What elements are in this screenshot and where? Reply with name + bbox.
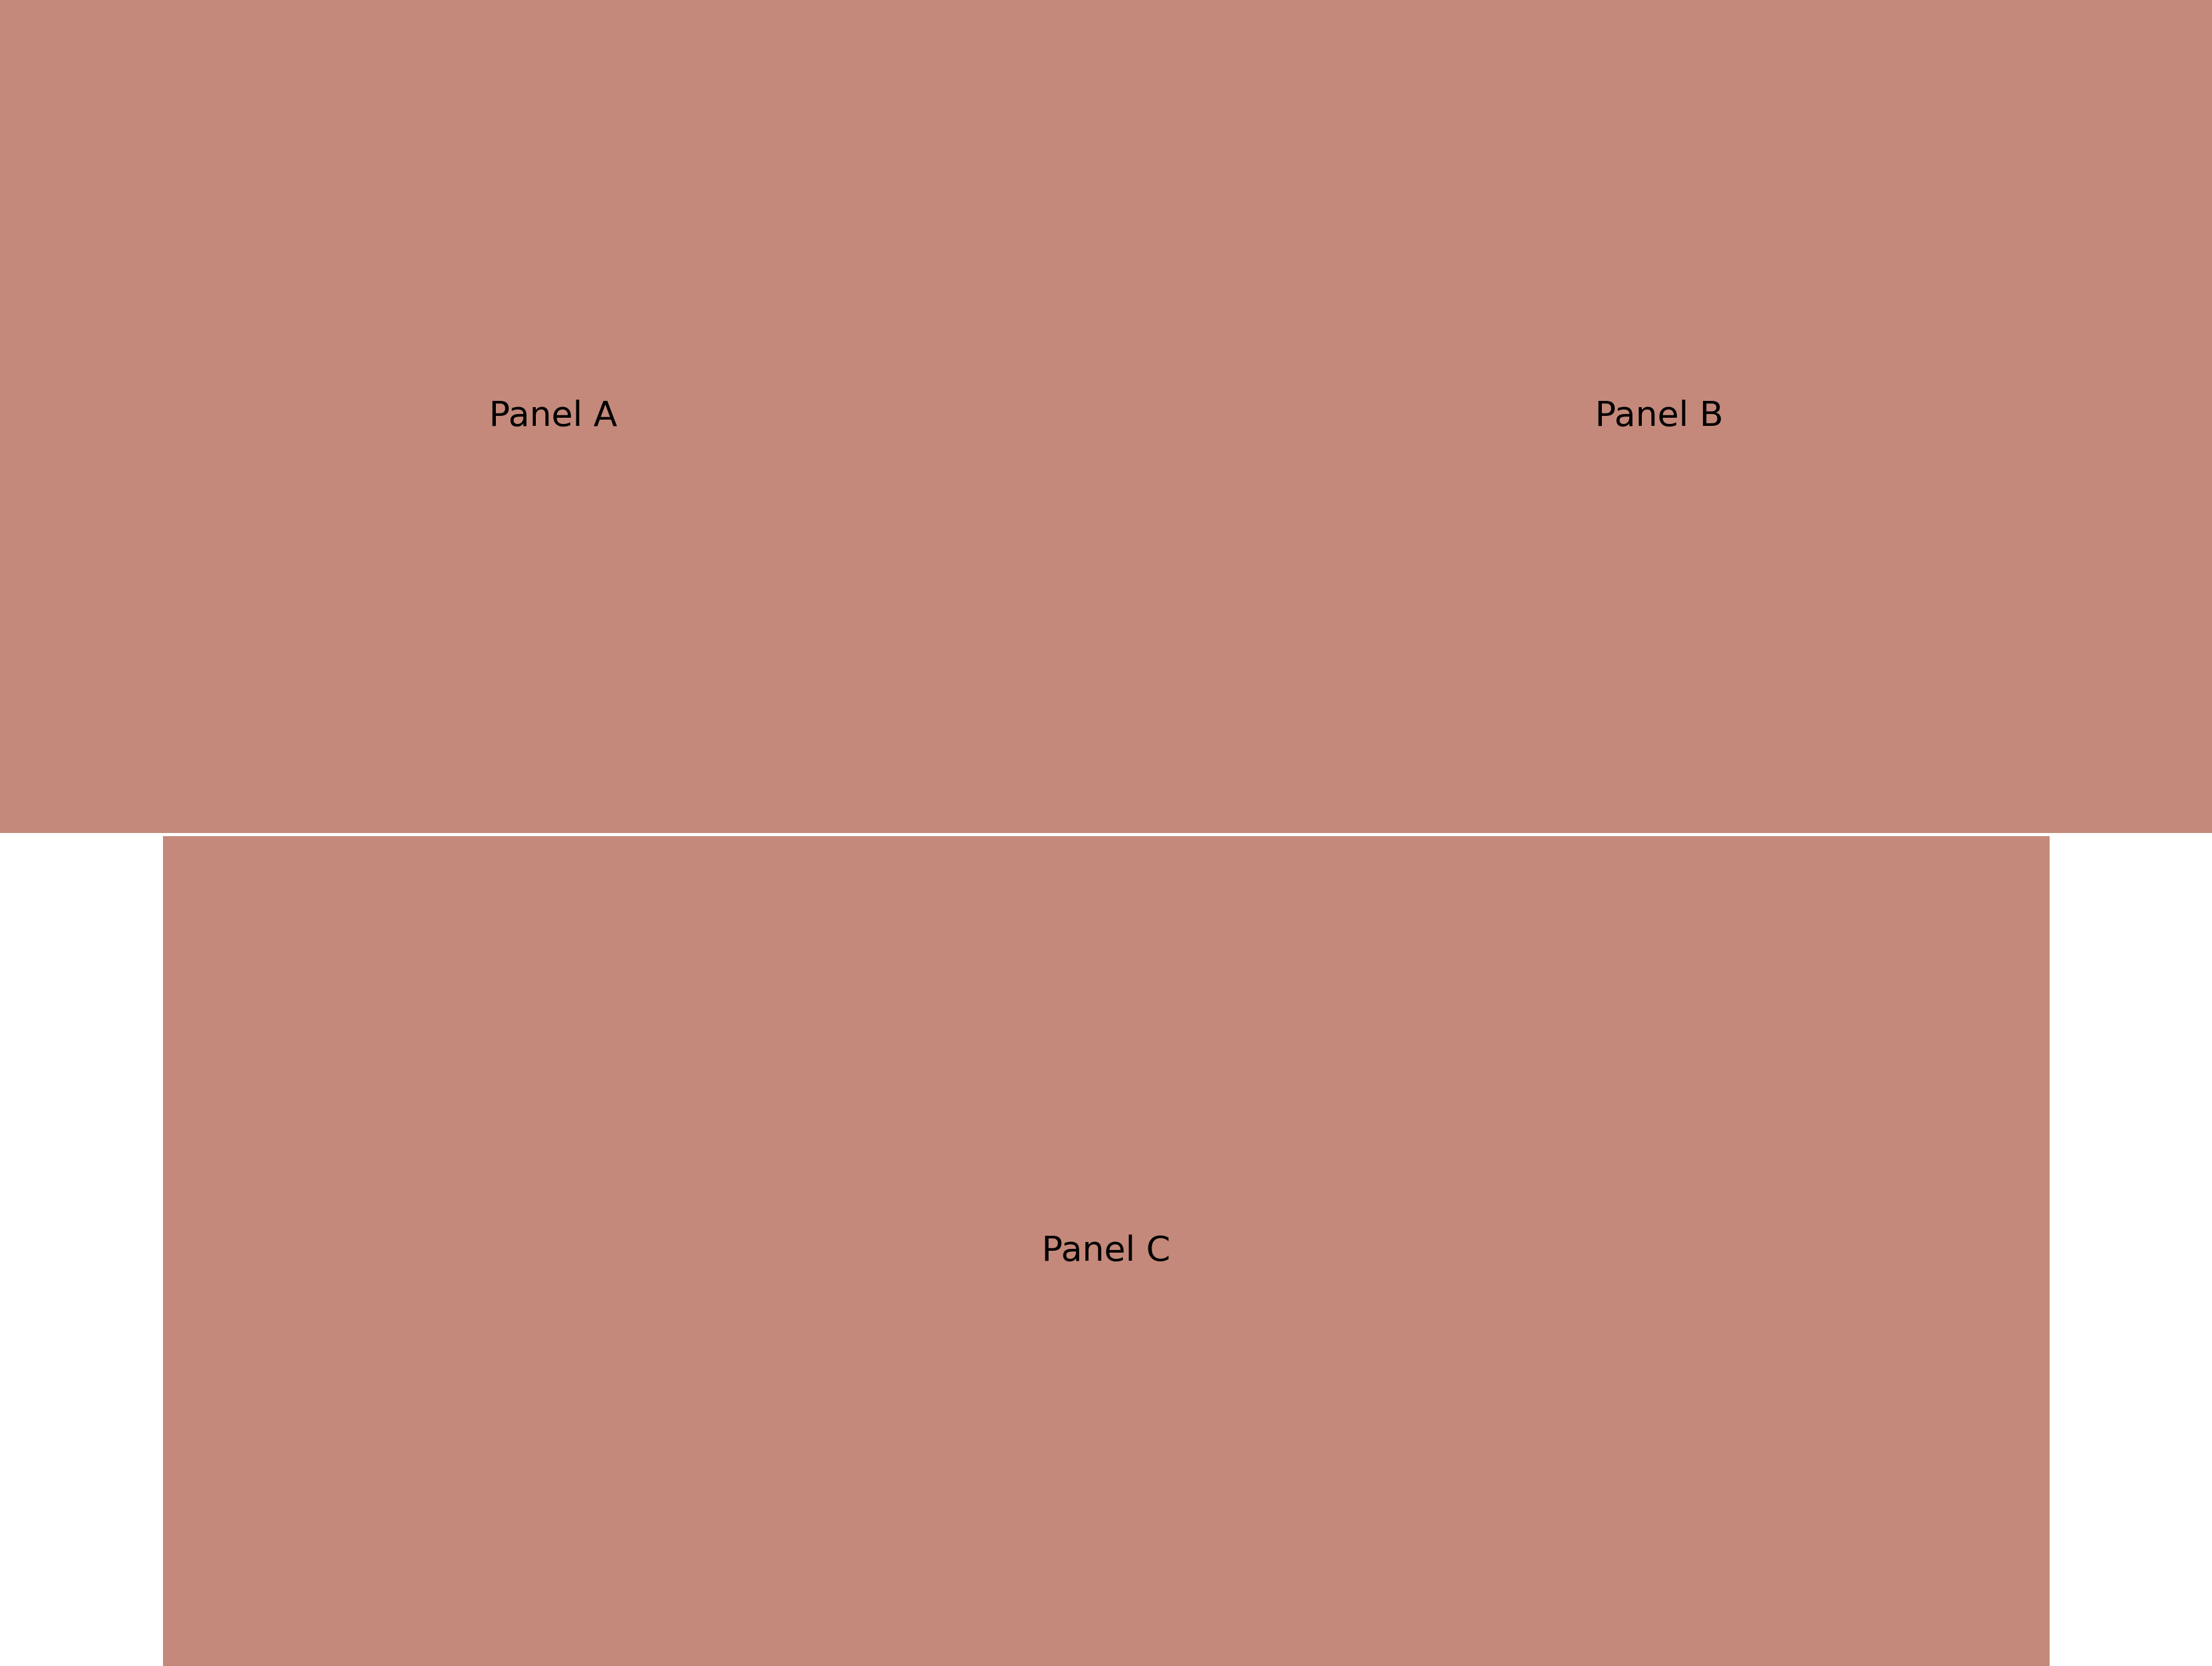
Text: Panel A: Panel A [489, 400, 617, 433]
Text: Panel C: Panel C [1042, 1235, 1170, 1268]
Text: Panel B: Panel B [1595, 400, 1723, 433]
